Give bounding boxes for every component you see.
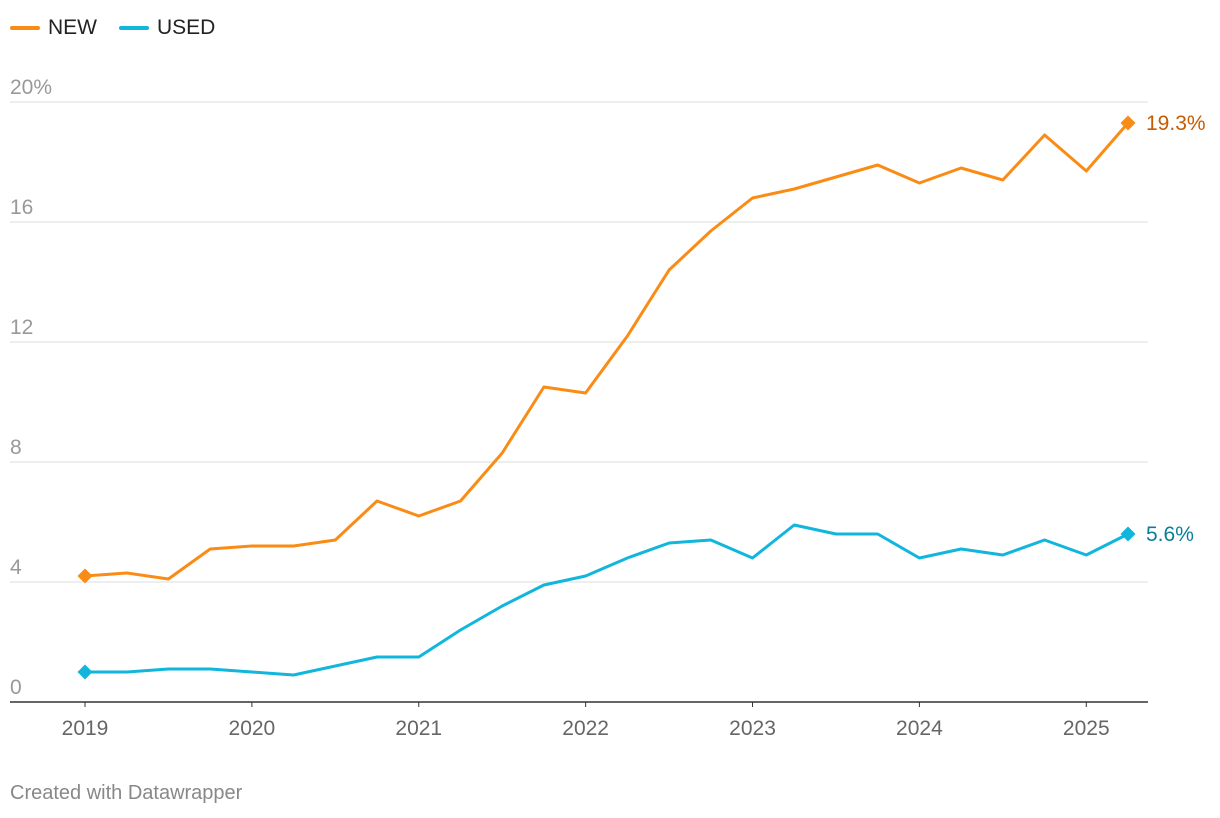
series-marker-new-start <box>77 568 93 584</box>
x-tick-label-2: 2021 <box>395 717 442 740</box>
legend-label-new: NEW <box>48 16 97 39</box>
x-tick-label-4: 2023 <box>729 717 776 740</box>
series-end-label-used: 5.6% <box>1146 523 1194 546</box>
x-tick-label-6: 2025 <box>1063 717 1110 740</box>
legend-swatch-new <box>10 26 40 30</box>
x-tick-label-3: 2022 <box>562 717 609 740</box>
footer-credit: Created with Datawrapper <box>10 782 243 804</box>
x-tick-label-5: 2024 <box>896 717 943 740</box>
legend: NEW USED <box>10 16 215 40</box>
legend-label-used: USED <box>157 16 216 39</box>
legend-item-new: NEW <box>10 16 97 40</box>
y-tick-label-2: 8 <box>10 436 22 459</box>
series-marker-used-start <box>77 664 93 680</box>
series-end-label-new: 19.3% <box>1146 112 1206 135</box>
legend-item-used: USED <box>119 16 215 40</box>
series-marker-new-end <box>1120 115 1136 131</box>
x-tick-label-0: 2019 <box>62 717 109 740</box>
y-tick-label-1: 4 <box>10 556 22 579</box>
y-tick-label-4: 16 <box>10 196 33 219</box>
series-marker-used-end <box>1120 526 1136 542</box>
y-tick-label-0: 0 <box>10 676 22 699</box>
series-line-used <box>83 523 1130 677</box>
x-tick-label-1: 2020 <box>229 717 276 740</box>
series-line-new <box>83 121 1130 581</box>
y-tick-label-5: 20% <box>10 76 52 99</box>
legend-swatch-used <box>119 26 149 30</box>
y-tick-label-3: 12 <box>10 316 33 339</box>
